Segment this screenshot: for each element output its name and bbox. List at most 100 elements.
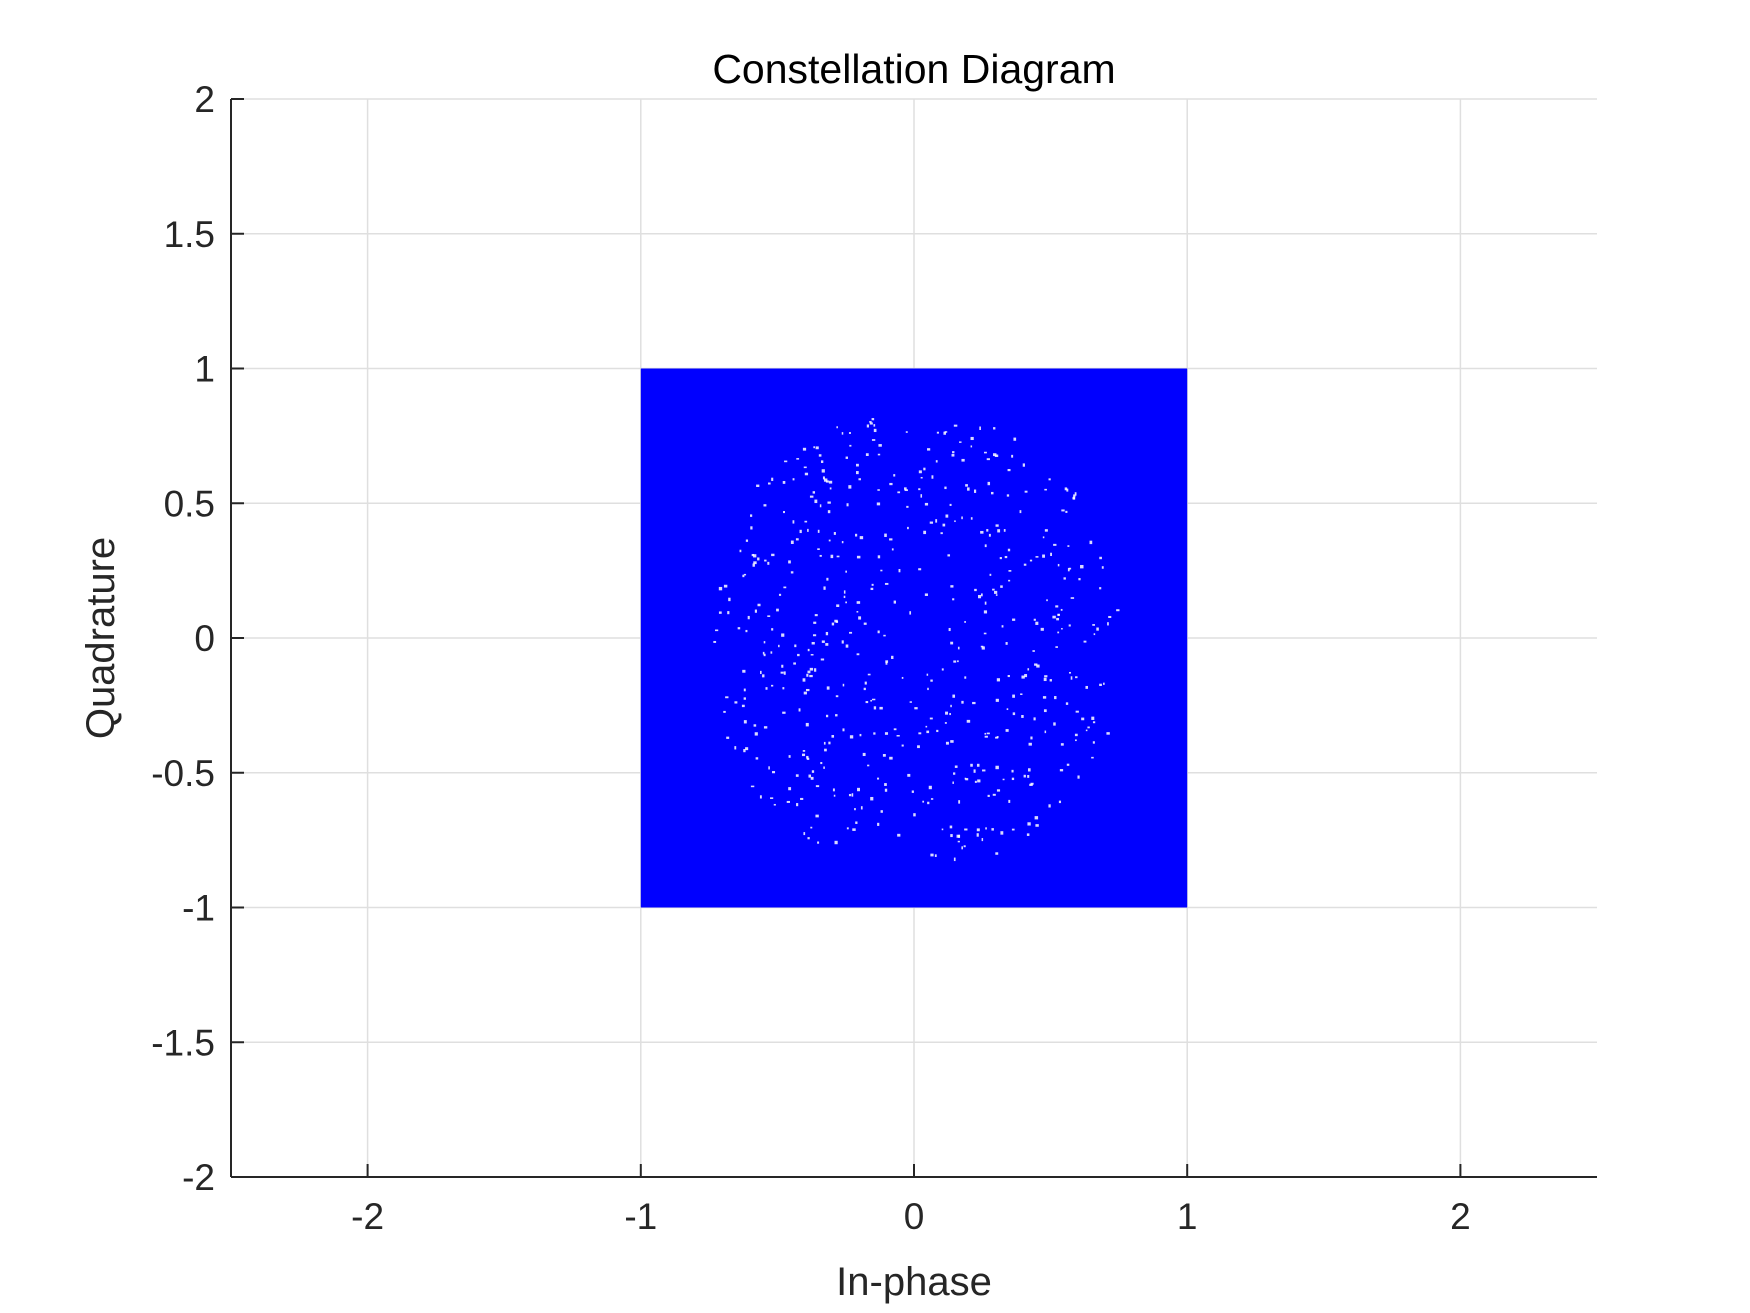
scatter-gap: [950, 740, 954, 743]
scatter-gap: [976, 833, 979, 837]
scatter-gap: [901, 744, 904, 747]
scatter-gap: [952, 781, 954, 784]
scatter-gap: [828, 480, 833, 484]
scatter-gap: [889, 482, 893, 486]
scatter-gap: [1007, 674, 1010, 678]
scatter-gap: [878, 444, 882, 447]
scatter-gap: [1007, 548, 1011, 552]
scatter-gap: [983, 632, 987, 635]
scatter-gap: [1040, 627, 1044, 631]
scatter-gap: [930, 798, 934, 800]
scatter-gap: [1061, 627, 1063, 630]
scatter-gap: [848, 432, 851, 434]
scatter-gap: [1028, 742, 1032, 746]
scatter-gap: [1089, 540, 1093, 545]
scatter-gap: [965, 778, 969, 781]
scatter-gap: [834, 840, 838, 845]
scatter-gap: [823, 478, 828, 482]
scatter-gap: [898, 568, 901, 573]
scatter-gap: [799, 529, 802, 534]
y-axis-title: Quadrature: [79, 537, 123, 739]
scatter-gap: [950, 834, 953, 838]
scatter-gap: [987, 481, 991, 486]
scatter-gap: [824, 748, 827, 752]
scatter-gap: [991, 828, 994, 831]
scatter-gap: [743, 749, 746, 753]
scatter-gap: [849, 444, 852, 447]
x-tick-label: 2: [1450, 1196, 1471, 1237]
scatter-gap: [1023, 563, 1027, 566]
scatter-gap: [767, 482, 771, 485]
scatter-gap: [810, 776, 814, 780]
scatter-gap: [841, 640, 844, 644]
scatter-gap: [762, 651, 765, 655]
scatter-gap: [949, 825, 953, 829]
scatter-gap: [926, 673, 929, 676]
scatter-gap: [865, 453, 869, 456]
scatter-gap: [1055, 605, 1059, 608]
scatter-gap: [891, 548, 894, 551]
scatter-gap: [995, 736, 999, 739]
scatter-gap: [880, 569, 883, 572]
scatter-gap: [943, 431, 946, 435]
scatter-gap: [1034, 663, 1038, 666]
scatter-gap: [1006, 494, 1010, 497]
scatter-gap: [995, 524, 999, 527]
scatter-gap: [715, 629, 719, 632]
scatter-gap: [918, 568, 922, 571]
scatter-gap: [1006, 708, 1009, 711]
scatter-gap: [1080, 564, 1084, 569]
scatter-gap: [755, 757, 759, 760]
scatter-gap: [893, 728, 897, 731]
scatter-gap: [855, 533, 858, 537]
scatter-gap: [1020, 693, 1023, 696]
scatter-gap: [993, 427, 996, 430]
scatter-gap: [806, 673, 809, 677]
scatter-gap: [803, 832, 806, 836]
scatter-gap: [1068, 671, 1072, 674]
scatter-gap: [751, 553, 755, 557]
scatter-gap: [1043, 709, 1047, 713]
scatter-gap: [814, 499, 818, 504]
scatter-gap: [802, 447, 807, 451]
scatter-gap: [941, 828, 944, 831]
scatter-gap: [806, 755, 809, 759]
scatter-gap: [1069, 567, 1072, 570]
scatter-gap: [1042, 536, 1045, 539]
scatter-gap: [963, 845, 966, 848]
scatter-gap: [1027, 822, 1031, 826]
scatter-gap: [798, 708, 801, 712]
scatter-gap: [773, 803, 776, 806]
scatter-gap: [1030, 736, 1033, 740]
scatter-gap: [848, 793, 852, 797]
scatter-gap: [1011, 769, 1014, 773]
scatter-gap: [1060, 608, 1063, 611]
scatter-gap: [885, 660, 889, 663]
scatter-gap: [825, 714, 829, 718]
scatter-gap: [995, 698, 999, 702]
scatter-gap: [742, 669, 746, 673]
scatter-gap: [726, 736, 730, 739]
scatter-gap: [956, 834, 960, 838]
y-tick-label: 2: [194, 79, 215, 120]
scatter-gap: [771, 684, 774, 687]
scatter-gap: [1092, 624, 1095, 626]
scatter-gap: [782, 481, 786, 484]
scatter-gap: [753, 561, 757, 565]
scatter-gap: [877, 489, 880, 491]
scatter-gap: [815, 814, 819, 818]
scatter-gap: [1043, 677, 1047, 682]
scatter-gap: [914, 707, 918, 710]
scatter-gap: [841, 432, 844, 435]
scatter-gap: [1033, 618, 1036, 621]
scatter-gap: [856, 611, 859, 613]
scatter-gap: [796, 803, 799, 807]
scatter-gap: [1068, 624, 1071, 627]
scatter-gap: [1103, 682, 1105, 685]
scatter-gap: [995, 852, 999, 855]
scatter-gap: [1075, 739, 1077, 742]
scatter-gap: [781, 633, 785, 637]
scatter-gap: [821, 640, 825, 643]
scatter-gap: [737, 627, 741, 630]
